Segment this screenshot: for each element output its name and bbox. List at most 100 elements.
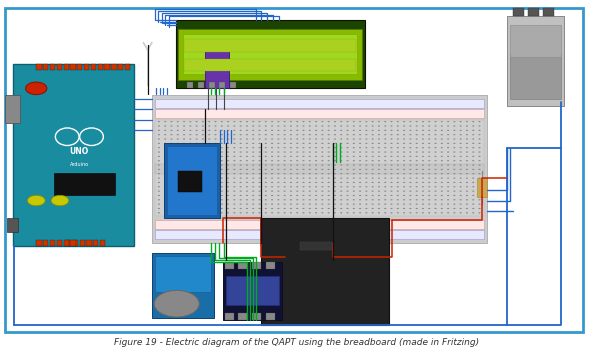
- Circle shape: [189, 203, 191, 205]
- Circle shape: [195, 156, 198, 157]
- Circle shape: [315, 156, 317, 157]
- Circle shape: [472, 169, 474, 170]
- Circle shape: [189, 186, 191, 187]
- Circle shape: [309, 182, 311, 183]
- Circle shape: [384, 169, 386, 170]
- Circle shape: [258, 203, 261, 205]
- Circle shape: [246, 203, 248, 205]
- Circle shape: [441, 151, 443, 153]
- Circle shape: [227, 164, 229, 166]
- Circle shape: [296, 130, 298, 131]
- Circle shape: [422, 199, 424, 200]
- Circle shape: [227, 160, 229, 161]
- Circle shape: [384, 164, 386, 166]
- Circle shape: [252, 138, 254, 140]
- Circle shape: [315, 125, 317, 127]
- Circle shape: [277, 138, 279, 140]
- Circle shape: [434, 121, 437, 122]
- Circle shape: [158, 164, 160, 166]
- Circle shape: [327, 182, 330, 183]
- Circle shape: [158, 195, 160, 196]
- Circle shape: [390, 203, 393, 205]
- Circle shape: [378, 190, 380, 192]
- Circle shape: [365, 164, 368, 166]
- Circle shape: [372, 212, 374, 213]
- Circle shape: [265, 125, 267, 127]
- Circle shape: [447, 169, 449, 170]
- Circle shape: [183, 151, 185, 153]
- Circle shape: [271, 186, 273, 187]
- Circle shape: [271, 160, 273, 161]
- Circle shape: [202, 134, 204, 135]
- Circle shape: [453, 151, 456, 153]
- Circle shape: [302, 156, 305, 157]
- Circle shape: [340, 169, 342, 170]
- Circle shape: [170, 121, 173, 122]
- Circle shape: [170, 125, 173, 127]
- Circle shape: [164, 151, 166, 153]
- Circle shape: [208, 134, 210, 135]
- Circle shape: [353, 151, 355, 153]
- Circle shape: [258, 134, 261, 135]
- Bar: [205, 43, 229, 88]
- Bar: [261, 218, 389, 325]
- Circle shape: [327, 177, 330, 179]
- Circle shape: [327, 208, 330, 209]
- Circle shape: [378, 199, 380, 200]
- Circle shape: [296, 177, 298, 179]
- Circle shape: [365, 212, 368, 213]
- Circle shape: [202, 151, 204, 153]
- Circle shape: [214, 203, 217, 205]
- Bar: [178, 29, 362, 80]
- Circle shape: [290, 134, 292, 135]
- Circle shape: [422, 143, 424, 144]
- Circle shape: [340, 182, 342, 183]
- Circle shape: [271, 208, 273, 209]
- Circle shape: [296, 203, 298, 205]
- Circle shape: [334, 121, 336, 122]
- Circle shape: [233, 208, 235, 209]
- Circle shape: [296, 208, 298, 209]
- Circle shape: [239, 190, 242, 192]
- Bar: [125, 64, 130, 70]
- Circle shape: [378, 169, 380, 170]
- Circle shape: [340, 208, 342, 209]
- Circle shape: [309, 156, 311, 157]
- Circle shape: [378, 203, 380, 205]
- Circle shape: [434, 177, 437, 179]
- Circle shape: [434, 186, 437, 187]
- Circle shape: [258, 164, 261, 166]
- Circle shape: [334, 190, 336, 192]
- Circle shape: [233, 173, 235, 174]
- Bar: [152, 95, 486, 243]
- Circle shape: [202, 195, 204, 196]
- Circle shape: [296, 147, 298, 148]
- Circle shape: [428, 177, 430, 179]
- Circle shape: [283, 169, 286, 170]
- Circle shape: [265, 121, 267, 122]
- Circle shape: [214, 199, 217, 200]
- Circle shape: [321, 203, 323, 205]
- Circle shape: [221, 186, 223, 187]
- Bar: [238, 262, 248, 269]
- Circle shape: [384, 173, 386, 174]
- Circle shape: [158, 156, 160, 157]
- Circle shape: [428, 156, 430, 157]
- Circle shape: [478, 125, 481, 127]
- Text: Arduino: Arduino: [70, 162, 89, 166]
- Circle shape: [265, 173, 267, 174]
- Circle shape: [390, 121, 393, 122]
- Circle shape: [321, 156, 323, 157]
- Circle shape: [340, 173, 342, 174]
- Bar: [178, 171, 202, 192]
- Circle shape: [246, 164, 248, 166]
- Circle shape: [283, 199, 286, 200]
- Circle shape: [309, 138, 311, 140]
- Circle shape: [189, 195, 191, 196]
- Circle shape: [346, 177, 349, 179]
- Circle shape: [183, 212, 185, 213]
- Circle shape: [158, 160, 160, 161]
- Bar: [155, 109, 484, 118]
- Circle shape: [315, 208, 317, 209]
- Circle shape: [51, 195, 69, 206]
